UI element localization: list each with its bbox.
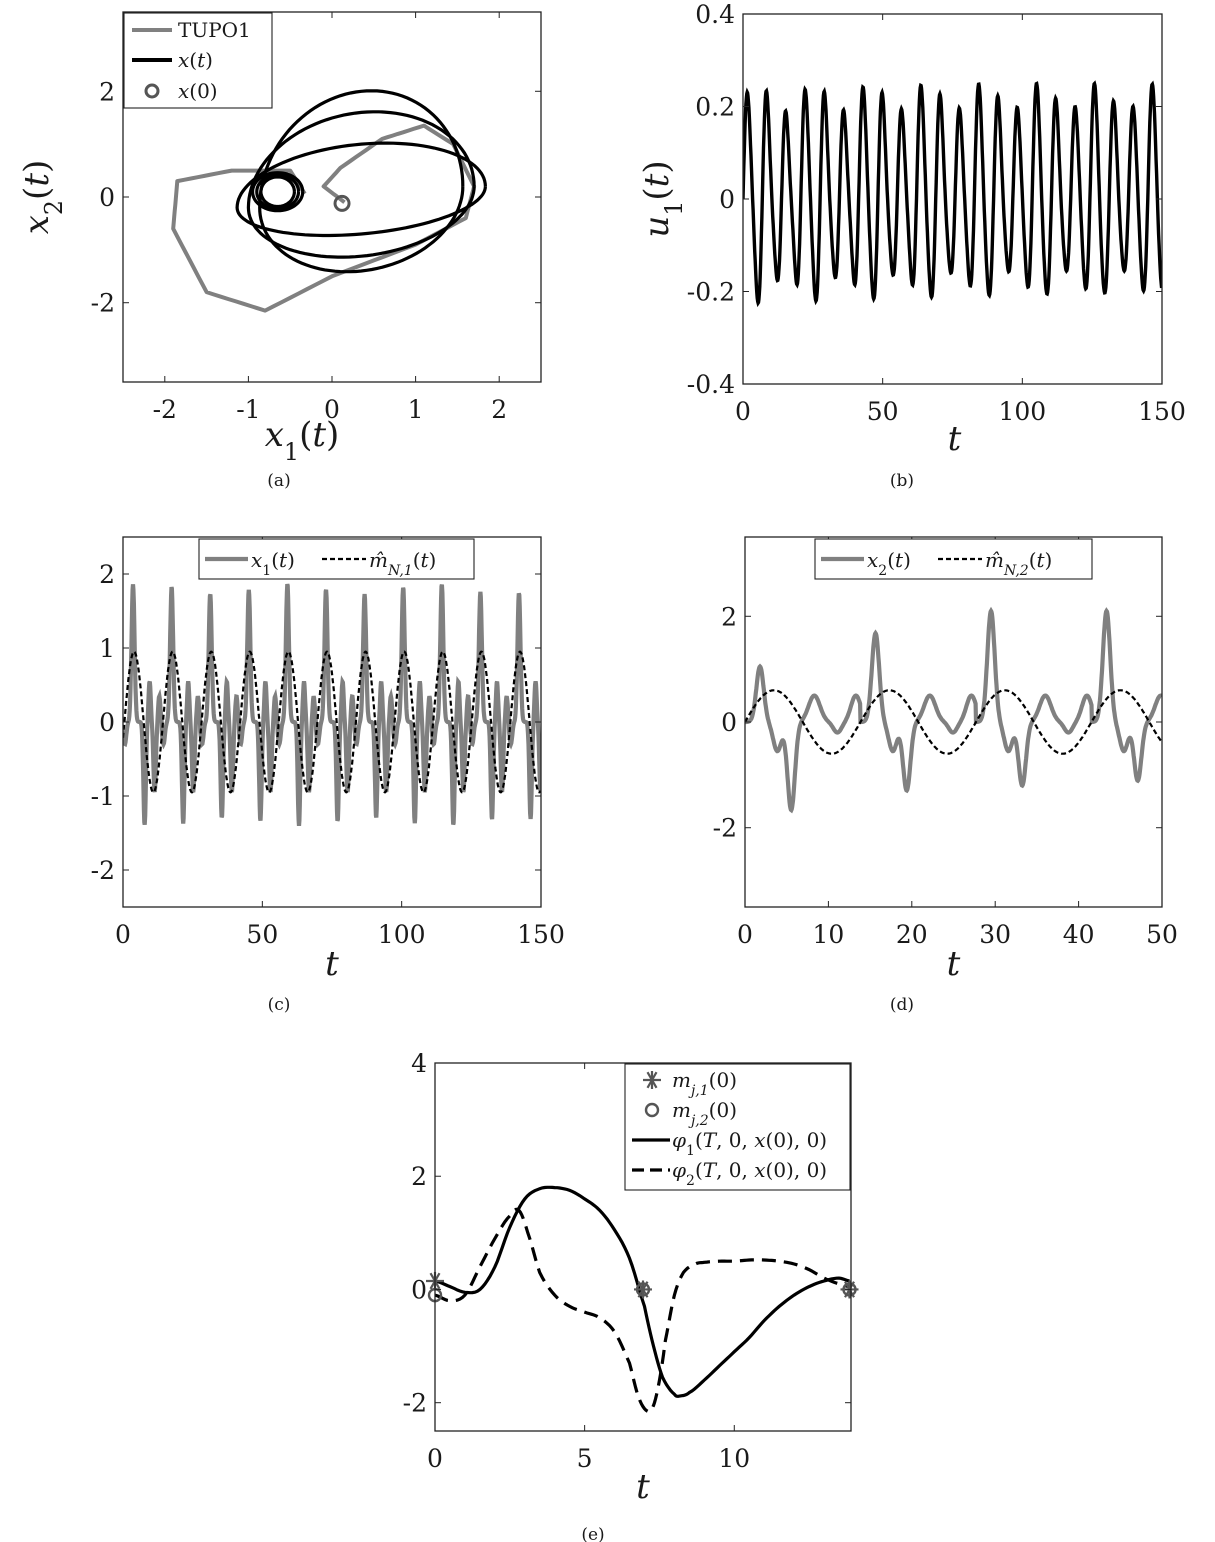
y-tick-label: 0.4	[695, 0, 735, 29]
x-tick-label: 20	[896, 920, 928, 949]
y-tick-label: -2	[713, 814, 737, 843]
x-tick-label: 0	[115, 920, 131, 949]
y-tick-label: 0	[99, 183, 115, 212]
x-tick-label: 50	[867, 397, 899, 426]
caption-a: (a)	[267, 471, 290, 491]
x-tick-label: -1	[236, 395, 260, 424]
marker-m-j2	[635, 1282, 651, 1297]
series-m-n1	[123, 650, 541, 794]
x-tick-label: 10	[812, 920, 844, 949]
x-axis-label: x1(t)	[265, 415, 340, 466]
y-tick-label: 2	[721, 602, 737, 631]
x-tick-label: 100	[378, 920, 426, 949]
y-axis-label: u1(t)	[637, 160, 688, 237]
legend-swatch-x0	[144, 83, 160, 99]
x-tick-label: 0	[427, 1444, 443, 1473]
y-tick-label: 1	[99, 634, 115, 663]
chart-c: 0 50 100 150 -2 -1 0 1 2 t x1(t) m̂N,1(t)	[91, 536, 565, 984]
y-tick-label: 2	[99, 77, 115, 106]
legend-label-tupo1: TUPO1	[178, 18, 251, 42]
y-axis-label: x2(t)	[17, 160, 68, 235]
y-tick-label: -2	[91, 289, 115, 318]
chart-d: 0 10 20 30 40 50 -2 0 2 t x2(t) m̂N,2(t)	[713, 536, 1178, 984]
y-tick-label: 0	[411, 1275, 427, 1304]
x-tick-label: 40	[1063, 920, 1095, 949]
x-tick-label: -2	[153, 395, 177, 424]
x-tick-label: 0	[735, 397, 751, 426]
legend-label-m-j2: mj,2(0)	[672, 1098, 737, 1129]
legend-box	[624, 1063, 851, 1191]
series-phi1	[435, 1185, 850, 1398]
x-tick-label: 50	[246, 920, 278, 949]
chart-a: -2 -1 0 1 2 -2 0 2 x2(t) x1(t) TUPO1 x(t) x(0)	[17, 11, 542, 466]
marker-m-j2	[842, 1282, 857, 1297]
x-tick-label: 0	[324, 395, 340, 424]
series-x-trajectory-loop	[258, 89, 465, 274]
caption-e: (e)	[581, 1525, 604, 1542]
plot-frame-d	[744, 536, 1163, 908]
x-tick-label: 2	[491, 395, 507, 424]
legend-c: x1(t) m̂N,1(t)	[198, 538, 475, 580]
legend-swatch-m-j2	[644, 1102, 660, 1118]
x-tick-label: 5	[577, 1444, 593, 1473]
y-tick-label: -2	[91, 856, 115, 885]
series-x-trajectory-loop	[235, 141, 487, 238]
x-tick-label: 50	[1146, 920, 1178, 949]
series-m-n2	[745, 689, 1162, 755]
x-axis-label: t	[325, 944, 339, 984]
y-tick-label: 0	[99, 708, 115, 737]
series-x-trajectory-spiral	[255, 173, 301, 211]
x-axis-label: t	[636, 1467, 650, 1507]
y-tick-label: 0.2	[695, 93, 735, 122]
series-x1	[123, 583, 541, 827]
chart-a-series	[171, 89, 487, 313]
x-tick-label: 10	[718, 1444, 750, 1473]
y-tick-label: 4	[411, 1049, 427, 1078]
legend-label-x: x(t)	[178, 48, 213, 72]
legend-label-m-n2: m̂N,2(t)	[985, 548, 1052, 579]
series-u1	[743, 80, 1162, 308]
caption-b: (b)	[890, 471, 914, 491]
x-axis-label: t	[947, 944, 961, 984]
y-tick-label: -0.2	[687, 278, 735, 307]
legend-e: mj,1(0)mj,2(0)φ1(T, 0, x(0), 0)φ2(T, 0, …	[624, 1063, 851, 1191]
series-phi2	[435, 1207, 850, 1414]
x-tick-label: 100	[998, 397, 1046, 426]
y-tick-label: 0	[719, 185, 735, 214]
x-axis-label: t	[948, 419, 962, 459]
x-tick-label: 0	[737, 920, 753, 949]
legend-d: x2(t) m̂N,2(t)	[814, 538, 1093, 580]
series-x-trajectory-spiral	[250, 171, 305, 213]
x-tick-label: 150	[517, 920, 565, 949]
series-x2	[745, 606, 1162, 814]
series-tupo1-orbit	[171, 123, 477, 313]
y-tick-label: 2	[99, 560, 115, 589]
x-tick-label: 30	[979, 920, 1011, 949]
legend-label-m-j1: mj,1(0)	[672, 1068, 737, 1099]
y-tick-label: 0	[721, 708, 737, 737]
y-tick-label: -0.4	[687, 370, 735, 399]
plot-frame-e	[434, 1062, 852, 1432]
initial-point-marker	[333, 194, 351, 212]
caption-d: (d)	[890, 995, 914, 1015]
x-tick-label: 150	[1138, 397, 1186, 426]
y-tick-label: 2	[411, 1162, 427, 1191]
legend-swatch-m-j1	[643, 1071, 661, 1089]
legend-label-x2: x2(t)	[867, 548, 911, 579]
series-x-trajectory-spiral	[259, 175, 296, 209]
legend-label-x1: x1(t)	[251, 548, 295, 579]
y-tick-label: -2	[403, 1389, 427, 1418]
y-tick-label: -1	[91, 782, 115, 811]
legend-label-m-n1: m̂N,1(t)	[369, 548, 436, 579]
legend-label-phi1: φ1(T, 0, x(0), 0)	[672, 1128, 827, 1159]
x-tick-label: 1	[408, 395, 424, 424]
legend-label-x0: x(0)	[178, 79, 218, 103]
legend-label-phi2: φ2(T, 0, x(0), 0)	[672, 1158, 827, 1189]
series-x-trajectory-loop	[246, 110, 476, 259]
legend-a: TUPO1 x(t) x(0)	[123, 12, 273, 109]
caption-c: (c)	[268, 995, 291, 1015]
chart-b: 0 50 100 150 -0.4 -0.2 0 0.2 0.4 u1(t) t	[637, 0, 1186, 459]
